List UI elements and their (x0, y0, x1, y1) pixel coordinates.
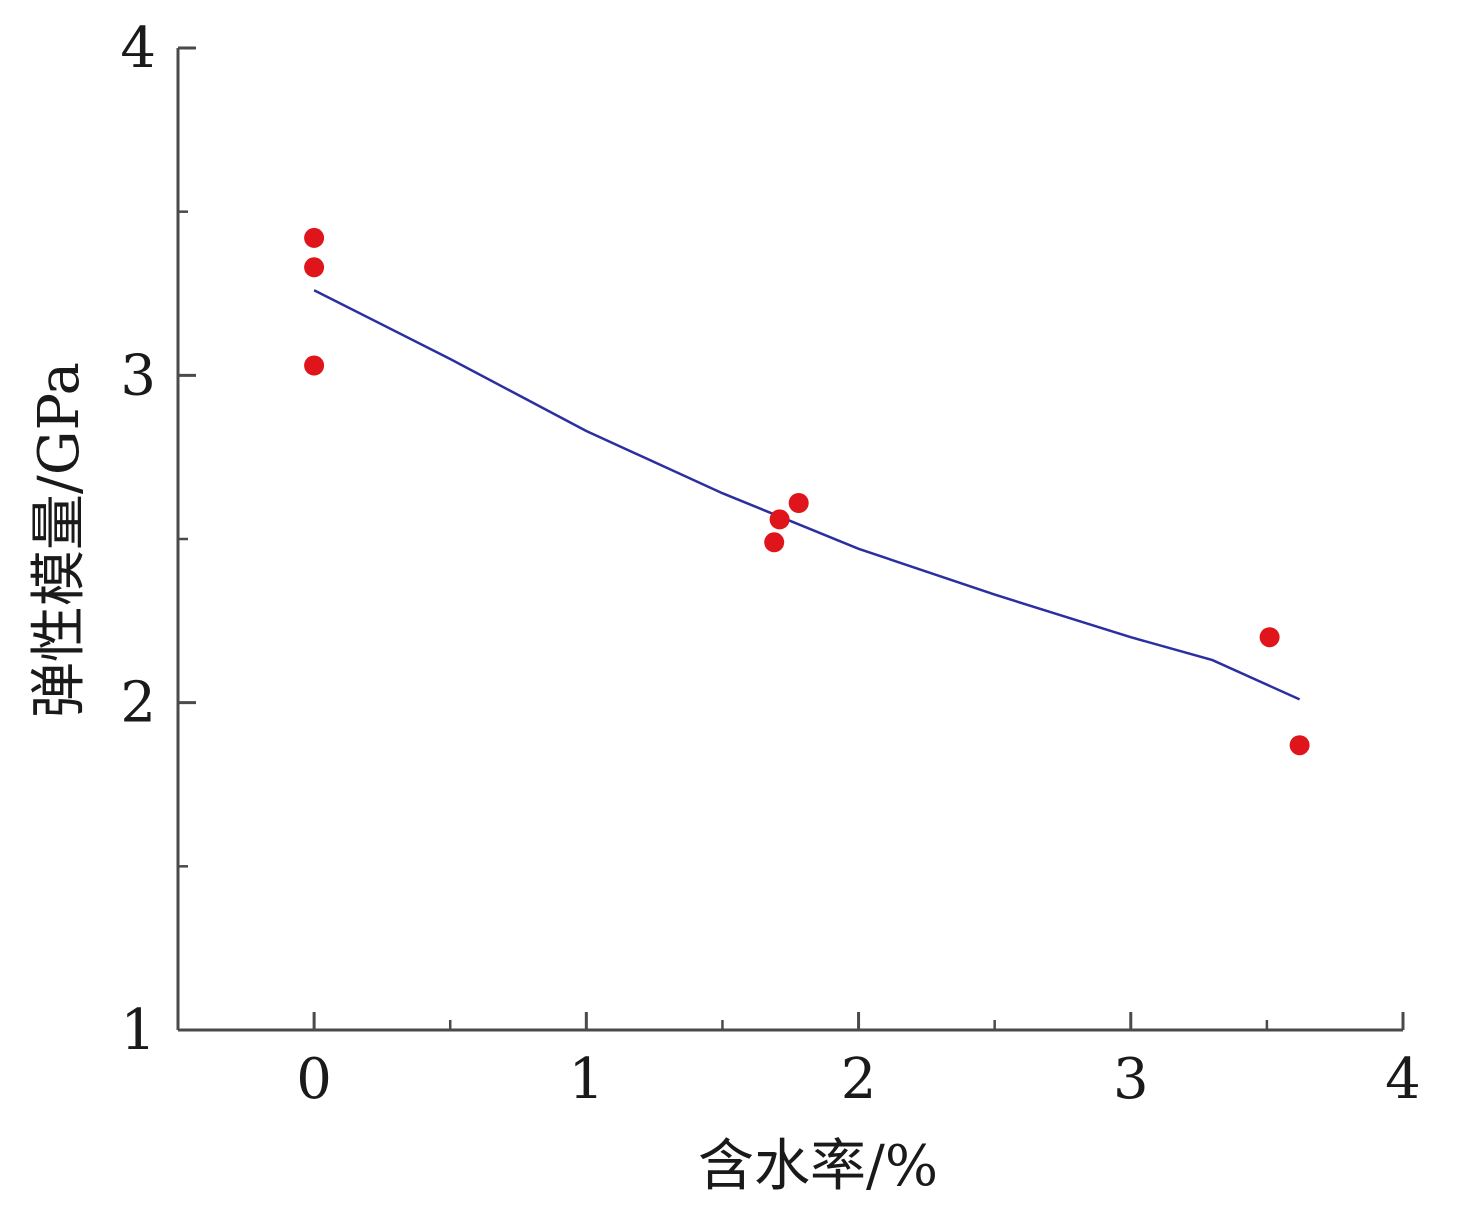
fit-curve (313, 289, 1301, 701)
data-points-layer (304, 227, 1310, 756)
data-point (764, 532, 785, 553)
x-tick-label-4: 4 (1385, 1047, 1421, 1112)
data-point (304, 355, 325, 376)
x-tick-label-0: 0 (296, 1047, 332, 1112)
x-axis-title: 含水率/% (698, 1134, 938, 1199)
data-point (769, 509, 790, 530)
data-point (304, 257, 325, 278)
y-tick-label-3: 3 (120, 343, 156, 408)
data-point (788, 493, 809, 513)
y-tick-label-4: 4 (120, 16, 156, 81)
x-tick-label-3: 3 (1113, 1047, 1149, 1112)
y-axis-title: 弹性模量/GPa (27, 362, 92, 718)
y-tick-label-2: 2 (120, 671, 156, 736)
x-tick-label-2: 2 (841, 1047, 877, 1112)
y-tick-label-1: 1 (120, 998, 156, 1063)
data-point (1259, 627, 1280, 648)
axes: 1 2 3 4 0 1 2 3 4 (120, 16, 1420, 1112)
data-point (1289, 735, 1310, 756)
x-tick-label-1: 1 (569, 1047, 605, 1112)
fit-curve-layer (313, 289, 1301, 701)
data-point (304, 227, 325, 248)
